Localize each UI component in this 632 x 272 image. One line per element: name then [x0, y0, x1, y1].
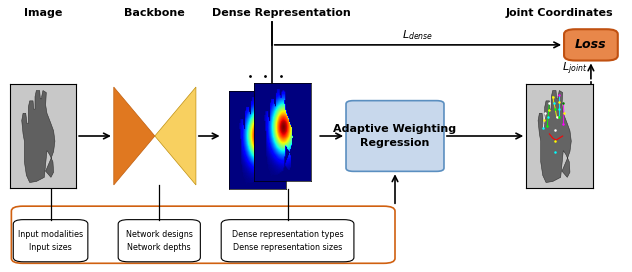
Text: Network designs
Network depths: Network designs Network depths: [126, 230, 193, 252]
Text: Adaptive Weighting
Regression: Adaptive Weighting Regression: [334, 124, 456, 148]
Text: Backbone: Backbone: [125, 8, 185, 18]
FancyBboxPatch shape: [221, 220, 354, 262]
Text: Input modalities
Input sizes: Input modalities Input sizes: [18, 230, 83, 252]
Text: Dense representation types
Dense representation sizes: Dense representation types Dense represe…: [232, 230, 343, 252]
FancyBboxPatch shape: [564, 29, 617, 61]
Text: Dense Representation: Dense Representation: [212, 8, 351, 18]
FancyBboxPatch shape: [346, 101, 444, 171]
Text: Loss: Loss: [575, 38, 607, 51]
Text: Image: Image: [24, 8, 62, 18]
Polygon shape: [114, 87, 155, 185]
Text: $L_{dense}$: $L_{dense}$: [402, 28, 434, 42]
FancyBboxPatch shape: [13, 220, 88, 262]
Text: Joint Coordinates: Joint Coordinates: [506, 8, 613, 18]
FancyBboxPatch shape: [118, 220, 200, 262]
Text: $L_{joint}$: $L_{joint}$: [562, 60, 588, 76]
Polygon shape: [155, 87, 196, 185]
